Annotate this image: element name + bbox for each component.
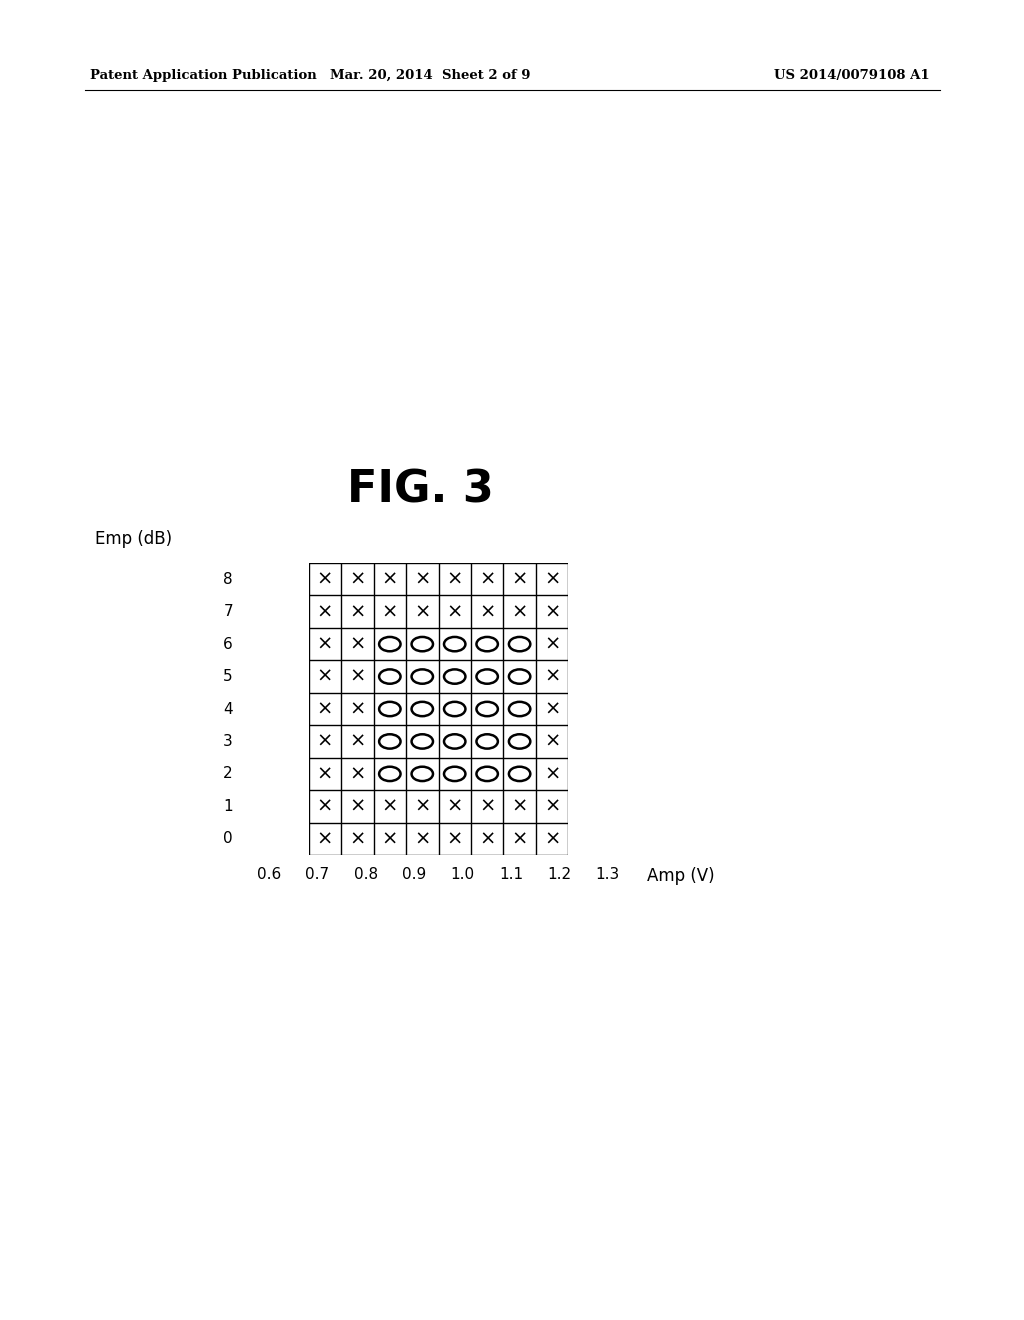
Text: ×: × — [446, 829, 463, 849]
Text: ×: × — [349, 667, 366, 686]
Text: ×: × — [479, 570, 496, 589]
Text: ×: × — [446, 602, 463, 622]
Text: Patent Application Publication: Patent Application Publication — [90, 69, 316, 82]
Text: ×: × — [316, 797, 333, 816]
Text: ×: × — [414, 602, 430, 622]
Text: ×: × — [382, 829, 398, 849]
Text: ×: × — [349, 764, 366, 783]
Text: 0.9: 0.9 — [402, 867, 426, 882]
Text: ×: × — [511, 797, 527, 816]
Text: ×: × — [316, 700, 333, 718]
Text: ×: × — [446, 797, 463, 816]
Text: 1.0: 1.0 — [451, 867, 475, 882]
Text: 1.1: 1.1 — [499, 867, 523, 882]
Text: ×: × — [316, 733, 333, 751]
Text: ×: × — [544, 733, 560, 751]
Text: ×: × — [479, 829, 496, 849]
Text: ×: × — [382, 602, 398, 622]
Text: 3: 3 — [223, 734, 233, 748]
Text: ×: × — [382, 797, 398, 816]
Text: 1.2: 1.2 — [548, 867, 571, 882]
Text: ×: × — [446, 570, 463, 589]
Text: ×: × — [349, 570, 366, 589]
Text: 5: 5 — [223, 669, 233, 684]
Text: ×: × — [349, 602, 366, 622]
Text: ×: × — [349, 733, 366, 751]
Text: ×: × — [544, 602, 560, 622]
Text: 6: 6 — [223, 636, 233, 652]
Text: 0.7: 0.7 — [305, 867, 330, 882]
Text: ×: × — [316, 829, 333, 849]
Text: ×: × — [479, 602, 496, 622]
Text: Emp (dB): Emp (dB) — [95, 531, 172, 548]
Text: ×: × — [316, 602, 333, 622]
Text: ×: × — [544, 700, 560, 718]
Text: ×: × — [316, 764, 333, 783]
Text: US 2014/0079108 A1: US 2014/0079108 A1 — [774, 69, 930, 82]
Text: FIG. 3: FIG. 3 — [347, 469, 494, 511]
Text: ×: × — [349, 829, 366, 849]
Text: 2: 2 — [223, 767, 233, 781]
Text: ×: × — [479, 797, 496, 816]
Text: Amp (V): Amp (V) — [647, 867, 715, 884]
Text: ×: × — [544, 797, 560, 816]
Text: 0.6: 0.6 — [257, 867, 282, 882]
Text: ×: × — [349, 700, 366, 718]
Text: ×: × — [349, 635, 366, 653]
Text: ×: × — [316, 667, 333, 686]
Text: ×: × — [544, 764, 560, 783]
Text: ×: × — [414, 829, 430, 849]
Text: Mar. 20, 2014  Sheet 2 of 9: Mar. 20, 2014 Sheet 2 of 9 — [330, 69, 530, 82]
Text: 7: 7 — [223, 605, 233, 619]
Text: 1.3: 1.3 — [596, 867, 620, 882]
Text: ×: × — [544, 829, 560, 849]
Text: 1: 1 — [223, 799, 233, 814]
Text: 0: 0 — [223, 832, 233, 846]
Text: ×: × — [316, 570, 333, 589]
Text: 0.8: 0.8 — [354, 867, 378, 882]
Text: ×: × — [316, 635, 333, 653]
Text: 4: 4 — [223, 701, 233, 717]
Text: ×: × — [511, 829, 527, 849]
Text: ×: × — [511, 570, 527, 589]
Text: ×: × — [544, 570, 560, 589]
Text: ×: × — [382, 570, 398, 589]
Text: ×: × — [414, 797, 430, 816]
Text: ×: × — [414, 570, 430, 589]
Text: ×: × — [511, 602, 527, 622]
Text: ×: × — [349, 797, 366, 816]
Text: ×: × — [544, 667, 560, 686]
Text: ×: × — [544, 635, 560, 653]
Text: 8: 8 — [223, 572, 233, 586]
